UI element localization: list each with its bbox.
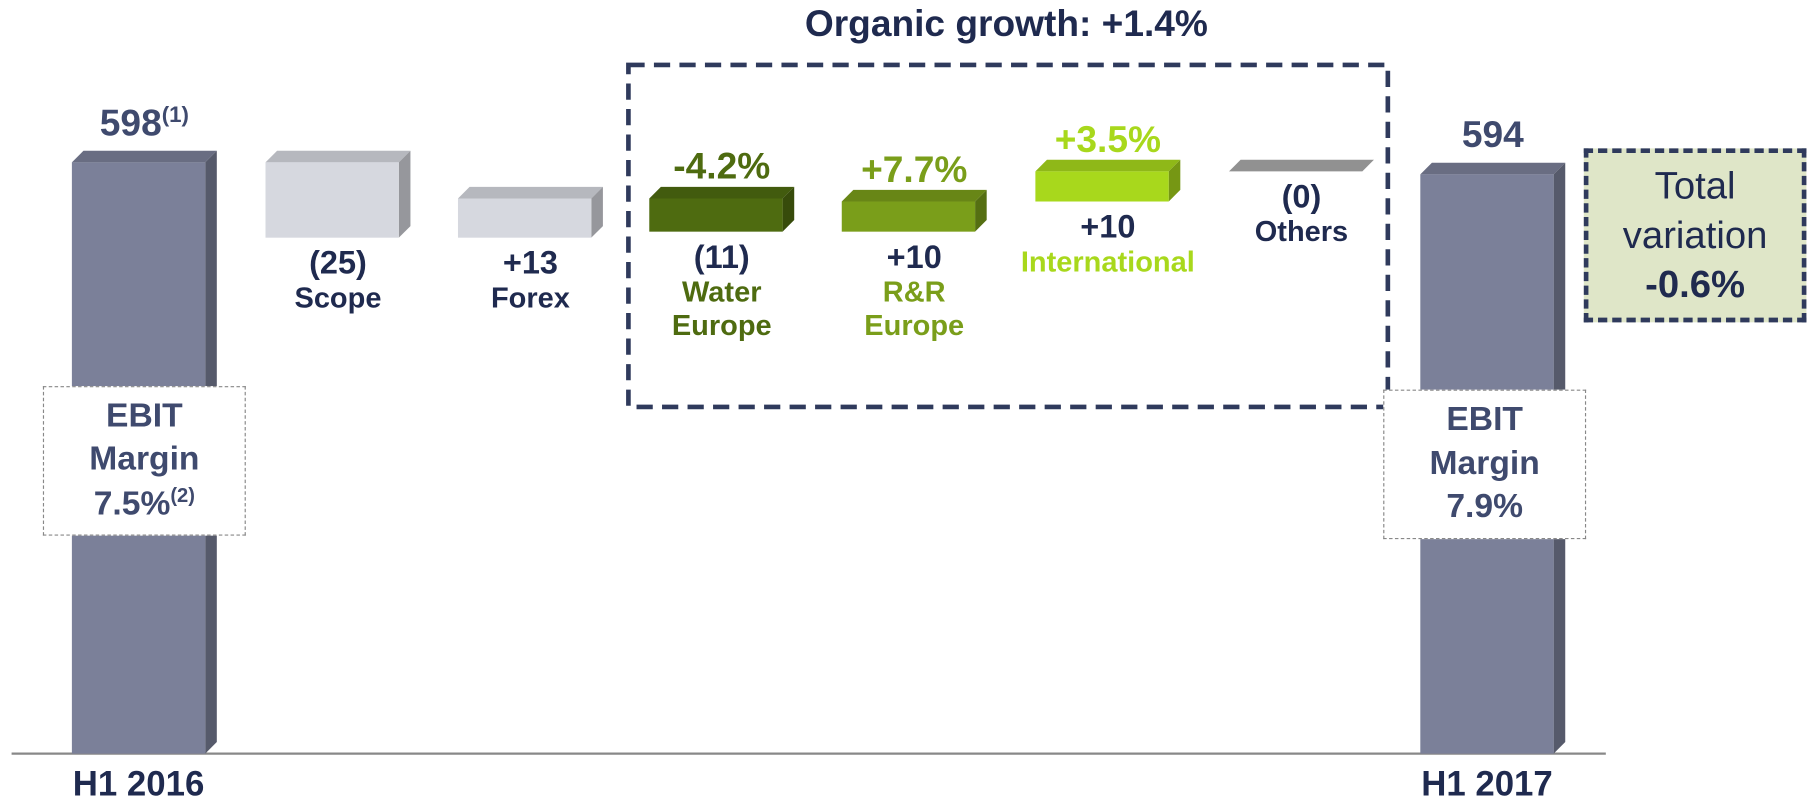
category-label: H1 2016 [72,765,205,804]
bar-top [71,150,217,163]
category-label: H1 2017 [1421,765,1553,804]
ebit-label: EBIT Margin [1429,401,1540,482]
value-label: +10 [1080,208,1136,245]
value-text: 598 [99,102,162,144]
ebit-note: (2) [170,483,196,507]
value-label: (25) [309,244,367,281]
category-label: Others [1254,215,1349,248]
category-label: Forex [490,281,570,315]
ebit-value: 7.9% [1446,488,1523,526]
category-label: Water Europe [671,275,772,342]
growth-label: +7.7% [861,148,968,190]
bar-top [1420,162,1566,175]
total-variation-box: Total variation -0.6% [1583,148,1807,323]
bar [265,162,399,238]
bar [1035,171,1169,202]
bar-side [591,186,603,238]
bar-top [1229,159,1374,172]
total-variation-value: -0.6% [1645,262,1746,306]
bar-side [782,186,795,232]
ebit-value-line: 7.9% [1421,486,1549,530]
bar-side [975,189,987,232]
value-label: 598(1) [100,102,189,145]
category-label: R&R Europe [864,275,965,342]
bar-top [457,186,603,199]
value-label: +13 [502,244,558,281]
ebit-value: 7.5% [93,485,171,523]
ebit-content: EBIT Margin 7.9% [1421,399,1549,530]
bar [457,198,592,238]
bar-side [1168,159,1181,202]
ebit-value-line: 7.5%(2) [81,482,209,526]
total-variation-label: Total variation [1622,163,1768,256]
organic-box [626,62,1391,410]
ebit-box: EBIT Margin 7.9% [1383,389,1587,540]
growth-label: +3.5% [1054,118,1161,160]
bar-top [649,186,795,199]
bar-side [398,150,411,238]
chart-title: Organic growth: +1.4% [804,2,1208,45]
category-label: Scope [294,281,382,315]
value-label: +10 [886,238,942,275]
bar [841,201,976,232]
value-label: (0) [1281,178,1322,215]
bar [649,198,783,232]
value-note: (1) [161,103,189,128]
bar-top [1035,159,1181,172]
bar-top [265,150,411,163]
value-label: 594 [1462,114,1524,157]
value-text: 594 [1461,114,1524,156]
growth-label: -4.2% [673,145,771,187]
bar-top [841,189,987,202]
ebit-content: EBIT Margin 7.5%(2) [81,395,209,527]
ebit-box: EBIT Margin 7.5%(2) [42,386,246,536]
category-label: International [1020,245,1195,279]
ebit-label: EBIT Margin [89,397,200,479]
value-label: (11) [693,238,750,275]
